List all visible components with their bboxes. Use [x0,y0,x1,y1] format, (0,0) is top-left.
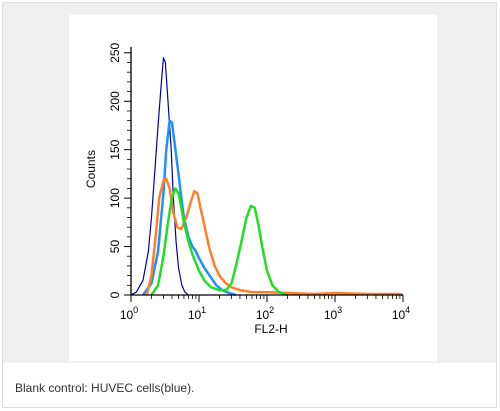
x-axis-label: FL2-H [254,322,287,336]
y-tick-label: 200 [108,91,122,111]
x-tick-label: 102 [256,305,274,322]
figure-frame: 100 101 102 103 104 0 50 100 150 200 250 FL2-H Cou… [2,2,497,408]
y-tick-label: 150 [108,139,122,159]
y-axis-label: Counts [84,150,98,188]
y-tick-label: 100 [108,188,122,208]
flow-cytometry-histogram: 100 101 102 103 104 0 50 100 150 200 250 FL2-H Cou… [84,42,410,336]
y-tick-label: 0 [108,291,122,298]
tick-layer: 100 101 102 103 104 0 50 100 150 200 250 [108,42,410,322]
series-layer [130,57,404,297]
figure-caption: Blank control: HUVEC cells(blue). [15,381,195,395]
histogram-series-3 [145,177,404,297]
histogram-series-4 [150,187,288,297]
x-tick-label: 103 [324,305,342,322]
figure-area: 100 101 102 103 104 0 50 100 150 200 250 FL2-H Cou… [3,3,496,363]
plot-panel: 100 101 102 103 104 0 50 100 150 200 250 FL2-H Cou… [69,15,437,361]
x-tick-label: 104 [392,305,410,322]
y-tick-label: 250 [108,42,122,62]
x-tick-label: 100 [120,305,138,322]
x-tick-label: 101 [188,305,206,322]
histogram-series-1 [130,57,189,296]
y-tick-label: 50 [108,240,122,254]
